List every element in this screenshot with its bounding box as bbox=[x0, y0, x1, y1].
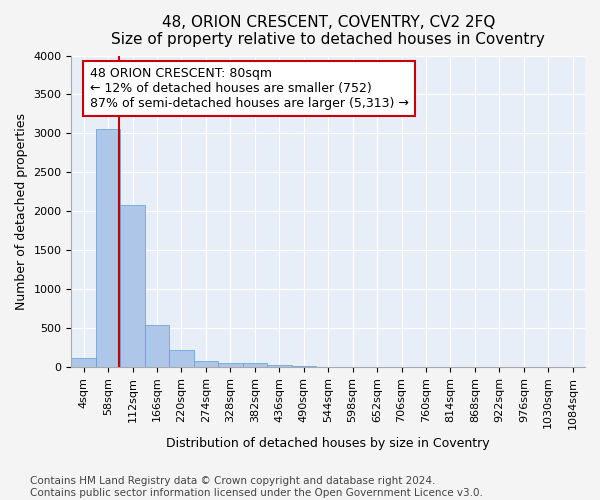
Bar bbox=[242, 363, 267, 367]
Y-axis label: Number of detached properties: Number of detached properties bbox=[15, 112, 28, 310]
Bar bbox=[96, 130, 121, 367]
Text: 48 ORION CRESCENT: 80sqm
← 12% of detached houses are smaller (752)
87% of semi-: 48 ORION CRESCENT: 80sqm ← 12% of detach… bbox=[90, 67, 409, 110]
Bar bbox=[292, 366, 316, 367]
Text: Contains HM Land Registry data © Crown copyright and database right 2024.
Contai: Contains HM Land Registry data © Crown c… bbox=[30, 476, 483, 498]
X-axis label: Distribution of detached houses by size in Coventry: Distribution of detached houses by size … bbox=[166, 437, 490, 450]
Bar bbox=[267, 364, 292, 367]
Bar bbox=[169, 350, 194, 367]
Bar bbox=[145, 325, 169, 367]
Bar bbox=[194, 360, 218, 367]
Bar bbox=[71, 358, 96, 367]
Title: 48, ORION CRESCENT, COVENTRY, CV2 2FQ
Size of property relative to detached hous: 48, ORION CRESCENT, COVENTRY, CV2 2FQ Si… bbox=[112, 15, 545, 48]
Bar bbox=[218, 363, 242, 367]
Bar bbox=[121, 205, 145, 367]
